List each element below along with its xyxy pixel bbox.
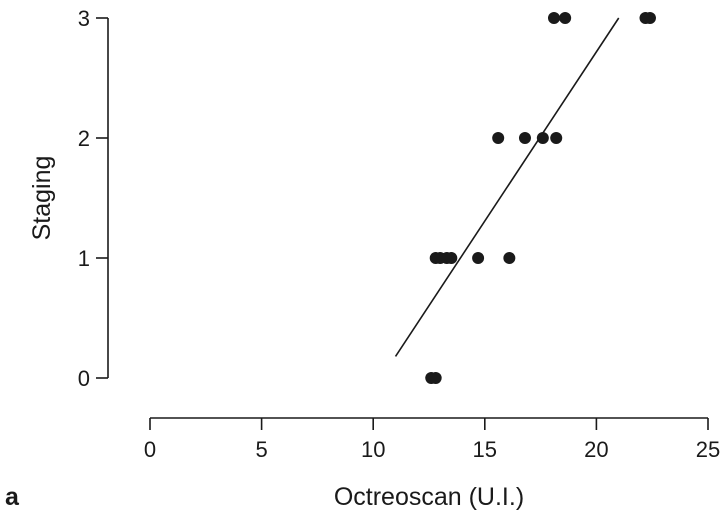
data-point [492, 132, 505, 144]
x-tick-label: 20 [584, 437, 608, 462]
y-tick-label: 1 [78, 246, 90, 271]
data-point [559, 12, 572, 24]
data-point [429, 372, 442, 384]
y-axis-title: Staging [28, 156, 56, 241]
x-axis-title: Octreoscan (U.I.) [334, 483, 524, 511]
y-axis: 0 1 2 3 [78, 6, 109, 391]
regression-line [394, 17, 620, 357]
y-tick-label: 3 [78, 6, 90, 31]
data-point [643, 12, 656, 24]
data-point [550, 132, 563, 144]
x-tick-label: 0 [144, 437, 156, 462]
data-point [472, 252, 485, 264]
data-point [503, 252, 516, 264]
x-tick-label: 5 [255, 437, 267, 462]
data-point [445, 252, 458, 264]
x-tick-label: 10 [361, 437, 385, 462]
panel-label: a [5, 483, 20, 511]
x-tick-label: 15 [473, 437, 497, 462]
y-tick-label: 0 [78, 366, 90, 391]
x-tick-label: 25 [696, 437, 720, 462]
y-tick-label: 2 [78, 126, 90, 151]
data-point [518, 132, 531, 144]
data-point [547, 12, 560, 24]
data-point [536, 132, 549, 144]
data-points [425, 12, 656, 384]
trend-line-group [394, 17, 620, 357]
x-axis: 0 5 10 15 20 25 [144, 417, 720, 462]
